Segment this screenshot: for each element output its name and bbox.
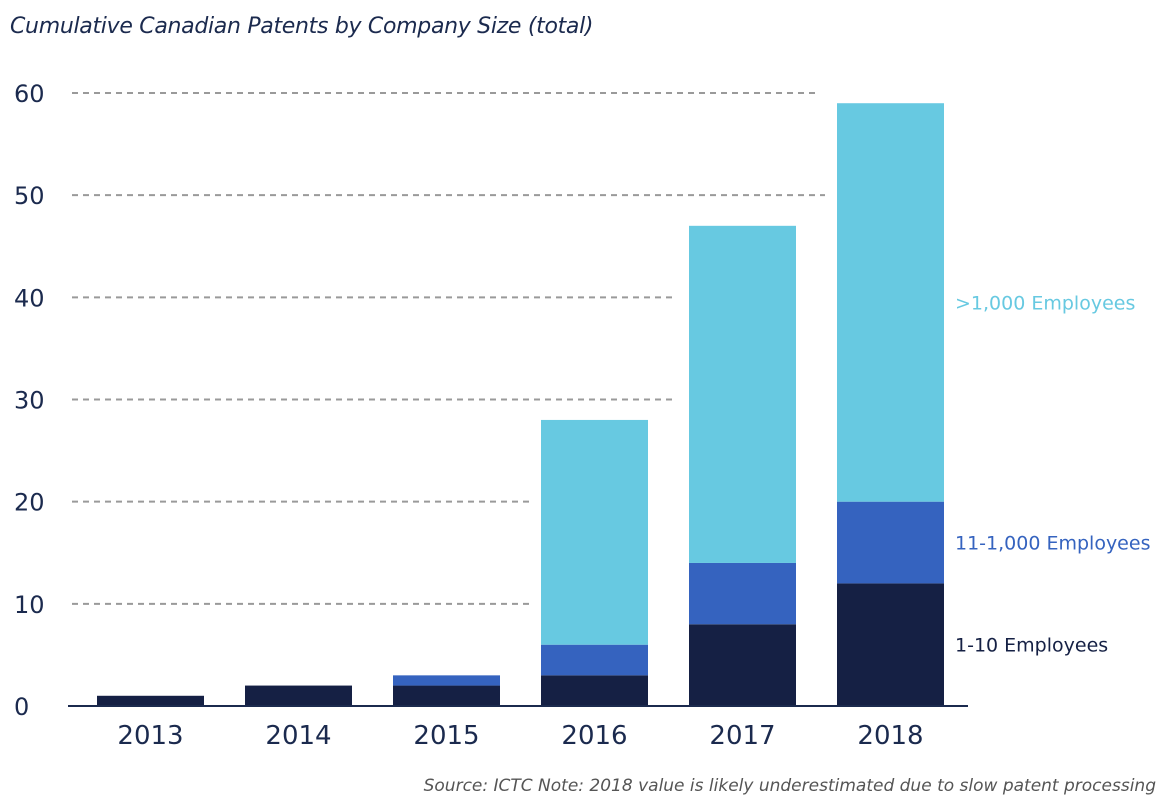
bar-segment (689, 624, 796, 706)
y-tick-label: 40 (14, 284, 45, 312)
bar-segment (393, 686, 500, 706)
x-tick-label: 2013 (117, 721, 183, 751)
bars (97, 103, 944, 706)
y-tick-label: 30 (14, 387, 45, 415)
y-tick-label: 10 (14, 591, 45, 619)
legend-entry: >1,000 Employees (955, 292, 1135, 314)
bar-segment (393, 675, 500, 685)
bar-segment (837, 502, 944, 584)
bar-segment (689, 563, 796, 624)
x-tick-label: 2015 (413, 721, 479, 751)
x-tick-label: 2014 (265, 721, 331, 751)
y-tick-label: 20 (14, 489, 45, 517)
x-tick-label: 2016 (561, 721, 627, 751)
legend: 1-10 Employees 11-1,000 Employees >1,000 E… (955, 292, 1150, 656)
bar-segment (97, 696, 204, 706)
y-tick-label: 60 (14, 80, 45, 108)
legend-entry: 11-1,000 Employees (955, 533, 1150, 555)
legend-entry: 1-10 Employees (955, 635, 1108, 657)
bar-segment (245, 686, 352, 706)
bar-segment (541, 420, 648, 645)
x-axis-ticks: 2013 2014 2015 2016 2017 2018 (117, 721, 923, 751)
x-tick-label: 2017 (709, 721, 775, 751)
bar-segment (541, 645, 648, 676)
source-note: Source: ICTC Note: 2018 value is likely … (424, 776, 1156, 796)
x-tick-label: 2018 (857, 721, 923, 751)
y-tick-label: 50 (14, 182, 45, 210)
y-axis-ticks: 0 10 20 30 40 50 60 (14, 80, 45, 721)
bar-segment (837, 583, 944, 706)
bar-segment (541, 675, 648, 706)
bar-segment (837, 103, 944, 501)
bar-segment (689, 226, 796, 563)
y-tick-label: 0 (14, 693, 29, 721)
